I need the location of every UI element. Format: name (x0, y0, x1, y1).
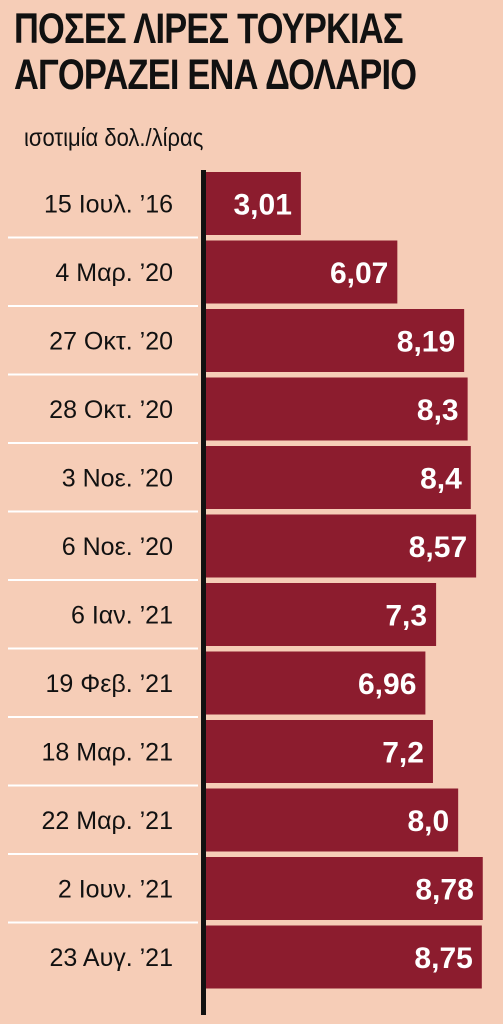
category-label-5: 6 Νοε. ’20 (62, 533, 173, 561)
value-label-10: 8,78 (415, 874, 473, 907)
category-labels: 15 Ιουλ. ’16 4 Μαρ. ’20 27 Οκτ. ’20 28 Οκτ.… (41, 191, 173, 973)
category-label-7: 19 Φεβ. ’21 (46, 670, 173, 698)
bar-5 (206, 514, 477, 578)
bar-6 (206, 583, 437, 646)
value-labels: 3,01 6,07 8,19 8,3 8,4 8,57 7,3 6,96 7,2 8,0 8,78 8… (233, 189, 473, 976)
category-label-9: 22 Μαρ. ’21 (41, 807, 173, 835)
category-label-10: 2 Ιουν. ’21 (58, 876, 173, 904)
title-line-1: ΠΟΣΕΣ ΛΙΡΕΣ ΤΟΥΡΚΙΑΣ (14, 5, 403, 53)
chart-subtitle: ισοτιμία δολ./λίρας (24, 124, 204, 152)
value-label-3: 8,3 (417, 394, 459, 427)
value-label-6: 7,3 (385, 600, 427, 633)
chart-title: ΠΟΣΕΣ ΛΙΡΕΣ ΤΟΥΡΚΙΑΣ ΑΓΟΡΑΖΕΙ ΕΝΑ ΔΟΛΑΡΙ… (14, 5, 417, 99)
title-line-2: ΑΓΟΡΑΖΕΙ ΕΝΑ ΔΟΛΑΡΙΟ (14, 51, 417, 99)
bar-8 (206, 720, 433, 783)
bar-1 (206, 240, 398, 304)
value-label-4: 8,4 (420, 463, 462, 496)
category-label-8: 18 Μαρ. ’21 (41, 739, 173, 767)
bar-2 (206, 309, 465, 372)
category-label-2: 27 Οκτ. ’20 (49, 328, 173, 356)
y-axis-line (201, 170, 206, 1015)
bar-10 (206, 857, 483, 920)
bars-group (206, 172, 483, 989)
category-label-1: 4 Μαρ. ’20 (55, 259, 173, 287)
bar-11 (206, 925, 482, 989)
bar-4 (206, 446, 471, 509)
category-label-3: 28 Οκτ. ’20 (49, 396, 173, 424)
value-label-1: 6,07 (330, 257, 388, 290)
value-label-9: 8,0 (407, 805, 449, 838)
bar-0 (206, 172, 301, 235)
value-label-0: 3,01 (233, 189, 291, 222)
value-label-5: 8,57 (409, 531, 467, 564)
value-label-7: 6,96 (358, 668, 416, 701)
category-label-11: 23 Αυγ. ’21 (50, 944, 173, 972)
value-label-8: 7,2 (382, 737, 424, 770)
category-label-6: 6 Ιαν. ’21 (71, 602, 173, 630)
bar-9 (206, 788, 459, 852)
value-label-11: 8,75 (414, 942, 472, 975)
bar-7 (206, 651, 426, 715)
bar-3 (206, 377, 468, 441)
category-label-4: 3 Νοε. ’20 (62, 465, 173, 493)
value-label-2: 8,19 (397, 326, 455, 359)
category-label-0: 15 Ιουλ. ’16 (44, 191, 173, 219)
row-separators (8, 236, 198, 924)
